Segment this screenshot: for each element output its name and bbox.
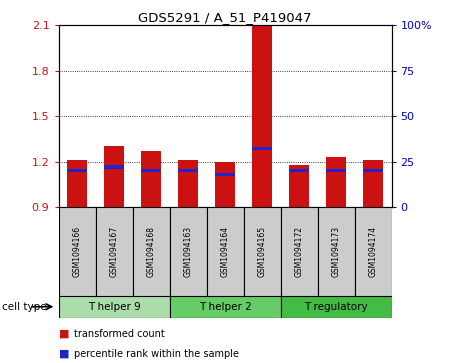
- Bar: [67, 160, 87, 207]
- Bar: [289, 169, 309, 172]
- Text: T helper 2: T helper 2: [198, 302, 252, 312]
- Bar: [170, 207, 207, 296]
- Bar: [252, 25, 272, 207]
- Text: cell type: cell type: [2, 302, 47, 312]
- Bar: [326, 169, 346, 172]
- Text: percentile rank within the sample: percentile rank within the sample: [74, 349, 239, 359]
- Bar: [363, 160, 383, 207]
- Text: GSM1094166: GSM1094166: [72, 226, 81, 277]
- Bar: [355, 207, 392, 296]
- Text: transformed count: transformed count: [74, 329, 165, 339]
- Bar: [178, 169, 198, 172]
- Bar: [207, 207, 243, 296]
- Bar: [326, 157, 346, 207]
- Text: GSM1094174: GSM1094174: [369, 226, 378, 277]
- Text: ■: ■: [58, 329, 69, 339]
- Text: GDS5291 / A_51_P419047: GDS5291 / A_51_P419047: [138, 11, 312, 24]
- Bar: [178, 160, 198, 207]
- Bar: [215, 172, 235, 176]
- Bar: [363, 169, 383, 172]
- Bar: [289, 164, 309, 207]
- Text: ■: ■: [58, 349, 69, 359]
- Bar: [318, 207, 355, 296]
- Bar: [95, 207, 132, 296]
- Bar: [132, 207, 170, 296]
- Bar: [141, 169, 161, 172]
- Bar: [67, 169, 87, 172]
- Bar: [252, 147, 272, 151]
- Bar: [280, 207, 318, 296]
- Text: GSM1094163: GSM1094163: [184, 226, 193, 277]
- Text: T helper 9: T helper 9: [88, 302, 140, 312]
- Text: GSM1094164: GSM1094164: [220, 226, 230, 277]
- Bar: [243, 207, 280, 296]
- Text: GSM1094173: GSM1094173: [332, 226, 341, 277]
- Text: GSM1094172: GSM1094172: [294, 226, 303, 277]
- Bar: [141, 151, 161, 207]
- Text: GSM1094167: GSM1094167: [109, 226, 118, 277]
- Bar: [170, 296, 280, 318]
- Bar: [104, 146, 124, 207]
- Text: GSM1094168: GSM1094168: [147, 226, 156, 277]
- Text: GSM1094165: GSM1094165: [257, 226, 266, 277]
- Bar: [58, 207, 95, 296]
- Bar: [58, 296, 170, 318]
- Bar: [215, 162, 235, 207]
- Bar: [104, 165, 124, 169]
- Text: T regulatory: T regulatory: [304, 302, 368, 312]
- Bar: [280, 296, 392, 318]
